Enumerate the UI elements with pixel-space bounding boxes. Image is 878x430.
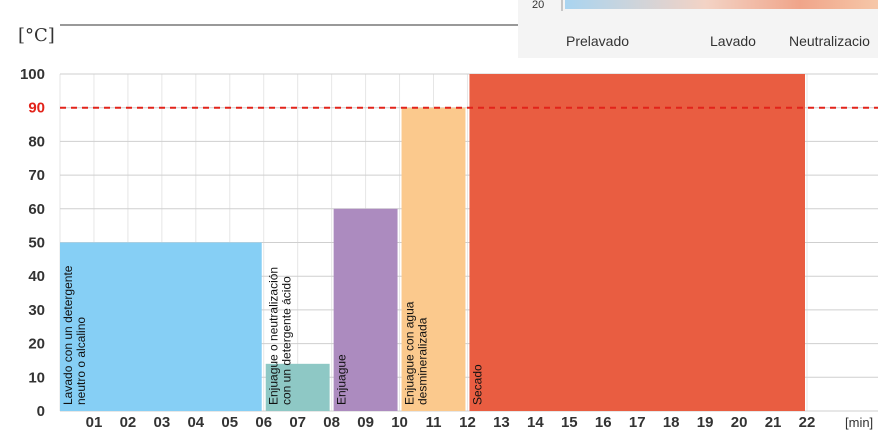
y-tick-label: 80	[28, 133, 45, 150]
inset-label-lavado: Lavado	[710, 33, 756, 49]
x-axis-ticks: 01 02 03 04 05 06 07 08 09 10 11 12 13 14 15 16 17 18 19 20…	[86, 414, 816, 430]
x-tick-label: 18	[663, 414, 680, 430]
x-tick-label: 12	[459, 414, 476, 430]
bar-5	[469, 74, 805, 411]
y-tick-label: 60	[28, 201, 45, 218]
inset-color-strip	[565, 0, 878, 9]
x-tick-label: 02	[120, 414, 137, 430]
chart-bars: Lavado con un detergenteneutro o alcalin…	[60, 74, 805, 411]
x-tick-label: 16	[595, 414, 612, 430]
x-tick-label: 21	[765, 414, 782, 430]
x-tick-label: 11	[426, 414, 442, 430]
x-tick-label: 07	[289, 414, 306, 430]
bar-label-1: Lavado con un detergenteneutro o alcalin…	[61, 265, 88, 405]
x-tick-label: 17	[629, 414, 646, 430]
y-tick-label: 10	[28, 369, 45, 386]
x-tick-label: 20	[731, 414, 748, 430]
inset-partial-tick: 20	[532, 0, 544, 11]
bar-2	[265, 363, 330, 411]
x-tick-label: 14	[527, 414, 544, 430]
inset-label-prelavado: Prelavado	[566, 33, 629, 49]
inset-label-neutralizacion: Neutralizacio	[789, 33, 870, 49]
y-tick-label: 40	[28, 268, 45, 285]
bar-label-3: Enjuague	[335, 354, 349, 405]
y-tick-label: 20	[28, 336, 45, 353]
x-tick-label: 19	[697, 414, 714, 430]
x-tick-label: 05	[221, 414, 238, 430]
x-tick-label: 22	[799, 414, 816, 430]
inset-background	[518, 0, 878, 58]
x-tick-label: 09	[357, 414, 374, 430]
x-tick-label: 06	[255, 414, 272, 430]
y-axis-ticks: 0 10 20 30 40 50 60 70 80 90 100	[20, 66, 45, 420]
y-tick-label: 30	[28, 302, 45, 319]
bar-3	[333, 208, 398, 411]
y-tick-label: 70	[28, 167, 45, 184]
x-tick-label: 03	[154, 414, 171, 430]
x-tick-label: 10	[391, 414, 408, 430]
inset-panel: 20 Prelavado Lavado Neutralizacio	[518, 0, 878, 58]
x-tick-label: 08	[323, 414, 340, 430]
x-axis-unit-label: [min]	[845, 415, 873, 430]
bar-label-5: Secado	[470, 364, 484, 405]
y-axis-unit-label: [°C]	[18, 25, 55, 46]
x-tick-label: 01	[86, 414, 103, 430]
bar-label-4: Enjuague con aguadesmineralizada	[403, 301, 430, 405]
bar-1	[60, 242, 262, 411]
y-tick-label: 90	[28, 100, 45, 117]
x-tick-label: 15	[561, 414, 578, 430]
x-tick-label: 13	[493, 414, 510, 430]
bar-label-2: Enjuague o neutralizacióncon un detergen…	[267, 267, 294, 405]
y-tick-label: 0	[37, 403, 45, 420]
y-tick-label: 100	[20, 66, 45, 83]
x-tick-label: 04	[187, 414, 204, 430]
y-tick-label: 50	[28, 235, 45, 252]
bar-4	[401, 107, 466, 411]
